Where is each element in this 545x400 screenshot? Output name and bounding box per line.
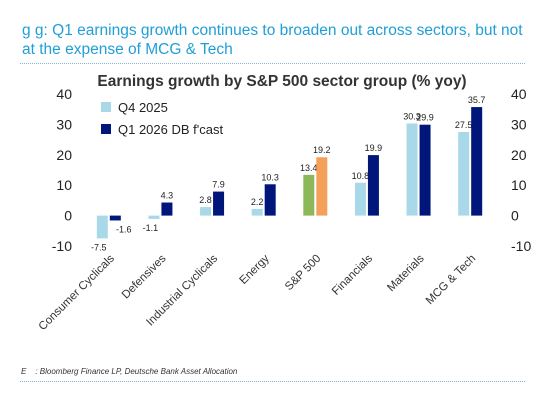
source-lead: E xyxy=(21,367,27,376)
bar-q4-2025-financials xyxy=(354,182,366,216)
data-label-q4-2025-industrial-cyclicals: 2.8 xyxy=(199,195,212,205)
bar-q4-2025-mcg-tech xyxy=(458,132,470,216)
y-tick-label-right: 0 xyxy=(511,208,519,224)
source-text: : Bloomberg Finance LP, Deutsche Bank As… xyxy=(35,367,238,376)
category-label-materials: Materials xyxy=(385,252,427,294)
legend-label-q1-2026-db-f-cast: Q1 2026 DB f'cast xyxy=(118,122,223,137)
data-label-q4-2025-mcg-tech: 27.5 xyxy=(455,120,473,130)
y-tick-label-left: 30 xyxy=(56,116,72,132)
data-label-q4-2025-defensives: -1.1 xyxy=(143,223,159,233)
bar-q1-2026-db-f-cast-mcg-tech xyxy=(471,107,483,216)
bar-q4-2025-consumer-cyclicals xyxy=(96,215,108,239)
chart-title: Earnings growth by S&P 500 sector group … xyxy=(97,73,466,90)
bar-q1-2026-db-f-cast-consumer-cyclicals xyxy=(109,215,121,221)
data-label-q4-2025-financials: 10.8 xyxy=(352,171,370,181)
category-label-consumer-cyclicals: Consumer Cyclicals xyxy=(37,252,118,333)
y-tick-label-right: 10 xyxy=(511,177,527,193)
data-label-q4-2025-energy: 2.2 xyxy=(251,197,264,207)
data-label-q1-2026-db-f-cast-financials: 19.9 xyxy=(365,143,383,153)
y-tick-label-right: -10 xyxy=(511,238,531,254)
y-tick-label-left: 40 xyxy=(56,86,72,102)
category-label-defensives: Defensives xyxy=(120,252,169,301)
bar-q4-2025-industrial-cyclicals xyxy=(200,207,212,216)
bar-q1-2026-db-f-cast-financials xyxy=(367,155,379,216)
headline: g g: Q1 earnings growth continues to bro… xyxy=(22,22,523,58)
bar-q4-2025-energy xyxy=(251,208,263,216)
y-tick-label-right: 40 xyxy=(511,86,527,102)
legend-label-q4-2025: Q4 2025 xyxy=(118,100,168,115)
bar-q1-2026-db-f-cast-energy xyxy=(264,184,276,216)
bar-q1-2026-db-f-cast-industrial-cyclicals xyxy=(213,191,225,216)
y-tick-label-left: 20 xyxy=(56,147,72,163)
data-label-q1-2026-db-f-cast-materials: 29.9 xyxy=(416,113,434,123)
y-tick-label-right: 30 xyxy=(511,116,527,132)
bar-q1-2026-db-f-cast-materials xyxy=(419,124,431,216)
data-label-q1-2026-db-f-cast-energy: 10.3 xyxy=(261,172,279,182)
data-label-q1-2026-db-f-cast-s-p-500: 19.2 xyxy=(313,145,331,155)
source-note: E : Bloomberg Finance LP, Deutsche Bank A… xyxy=(21,367,237,376)
bar-q4-2025-s-p-500 xyxy=(303,174,315,216)
y-tick-label-left: 0 xyxy=(64,208,72,224)
category-label-s-p-500: S&P 500 xyxy=(283,253,323,293)
category-label-mcg-tech: MCG & Tech xyxy=(424,253,478,307)
top-divider xyxy=(20,63,525,64)
data-label-q4-2025-consumer-cyclicals: -7.5 xyxy=(91,242,107,252)
category-label-energy: Energy xyxy=(238,252,272,286)
bar-q1-2026-db-f-cast-defensives xyxy=(161,202,173,216)
category-label-financials: Financials xyxy=(330,252,375,297)
legend-swatch-q4-2025 xyxy=(101,102,111,112)
bar-q4-2025-materials xyxy=(406,123,418,216)
data-label-q1-2026-db-f-cast-industrial-cyclicals: 7.9 xyxy=(212,180,225,190)
data-label-q1-2026-db-f-cast-defensives: 4.3 xyxy=(161,191,174,201)
data-label-q1-2026-db-f-cast-consumer-cyclicals: -1.6 xyxy=(116,224,132,234)
y-tick-label-left: -10 xyxy=(52,238,72,254)
y-tick-label-left: 10 xyxy=(56,177,72,193)
data-label-q1-2026-db-f-cast-mcg-tech: 35.7 xyxy=(468,95,486,105)
data-label-q4-2025-materials: 30.3 xyxy=(403,111,421,121)
legend-swatch-q1-2026-db-f-cast xyxy=(101,124,111,134)
data-label-q4-2025-s-p-500: 13.4 xyxy=(300,163,318,173)
bottom-divider xyxy=(20,381,525,382)
bar-q4-2025-defensives xyxy=(148,215,160,219)
bar-q1-2026-db-f-cast-s-p-500 xyxy=(316,157,328,216)
y-tick-label-right: 20 xyxy=(511,147,527,163)
